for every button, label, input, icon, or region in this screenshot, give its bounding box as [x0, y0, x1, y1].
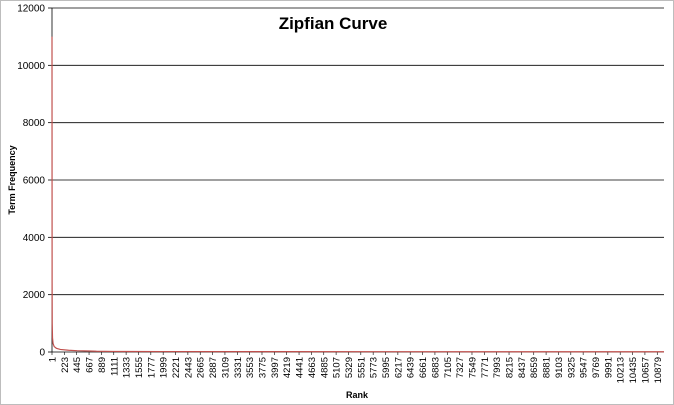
x-tick-label-2443: 2443: [183, 357, 194, 378]
y-axis-label: Term Frequency: [7, 145, 17, 214]
x-tick-label-5551: 5551: [356, 357, 367, 378]
x-tick-label-5995: 5995: [381, 357, 392, 378]
x-tick-label-10657: 10657: [640, 357, 651, 383]
x-tick-label-667: 667: [85, 357, 96, 373]
x-tick-label-5329: 5329: [344, 357, 355, 378]
x-tick-label-7549: 7549: [467, 357, 478, 378]
x-tick-label-4441: 4441: [295, 357, 306, 378]
x-axis-label: Rank: [346, 390, 369, 400]
x-tick-label-7105: 7105: [443, 357, 454, 378]
y-tick-label-2000: 2000: [23, 290, 46, 301]
series-line-0: [51, 36, 664, 353]
x-tick-label-9991: 9991: [603, 357, 614, 378]
x-tick-label-6217: 6217: [393, 357, 404, 378]
x-tick-label-3331: 3331: [233, 357, 244, 378]
x-tick-label-4663: 4663: [307, 357, 318, 378]
x-tick-label-9769: 9769: [591, 357, 602, 378]
x-tick-label-2665: 2665: [196, 357, 207, 378]
y-tick-label-8000: 8000: [23, 118, 46, 129]
x-tick-label-223: 223: [60, 357, 71, 373]
x-tick-label-8215: 8215: [505, 357, 516, 378]
x-tick-label-9325: 9325: [566, 357, 577, 378]
y-tick-label-4000: 4000: [23, 233, 46, 244]
chart-title: Zipfian Curve: [279, 14, 388, 33]
x-tick-label-7993: 7993: [492, 357, 503, 378]
x-tick-label-1999: 1999: [159, 357, 170, 378]
x-tick-label-445: 445: [72, 357, 83, 373]
x-tick-label-4885: 4885: [319, 357, 330, 378]
x-tick-label-1333: 1333: [122, 357, 133, 378]
x-tick-label-1555: 1555: [134, 357, 145, 378]
x-tick-label-7327: 7327: [455, 357, 466, 378]
x-tick-label-10879: 10879: [653, 357, 664, 383]
y-tick-label-0: 0: [39, 348, 45, 359]
y-tick-label-6000: 6000: [23, 176, 46, 187]
x-tick-label-1: 1: [48, 357, 59, 362]
y-tick-label-12000: 12000: [17, 4, 45, 15]
x-tick-label-7771: 7771: [480, 357, 491, 378]
y-tick-label-10000: 10000: [17, 61, 45, 72]
x-tick-label-5773: 5773: [369, 357, 380, 378]
x-tick-label-10435: 10435: [628, 357, 639, 383]
x-tick-label-8659: 8659: [529, 357, 540, 378]
x-tick-label-3109: 3109: [220, 357, 231, 378]
x-tick-label-1111: 1111: [109, 357, 120, 376]
x-tick-label-3997: 3997: [270, 357, 281, 378]
x-tick-label-9103: 9103: [554, 357, 565, 378]
x-tick-label-2221: 2221: [171, 357, 182, 378]
x-tick-label-5107: 5107: [332, 357, 343, 378]
x-tick-label-9547: 9547: [579, 357, 590, 378]
x-tick-label-1777: 1777: [146, 357, 157, 378]
x-tick-label-2887: 2887: [208, 357, 219, 378]
x-tick-label-3775: 3775: [257, 357, 268, 378]
x-tick-label-8881: 8881: [542, 357, 553, 378]
x-tick-label-8437: 8437: [517, 357, 528, 378]
x-tick-label-6883: 6883: [430, 357, 441, 378]
x-tick-label-3553: 3553: [245, 357, 256, 378]
x-tick-label-4219: 4219: [282, 357, 293, 378]
x-tick-label-6439: 6439: [406, 357, 417, 378]
x-tick-label-6661: 6661: [418, 357, 429, 378]
x-tick-label-10213: 10213: [616, 357, 627, 383]
x-tick-label-889: 889: [97, 357, 108, 373]
